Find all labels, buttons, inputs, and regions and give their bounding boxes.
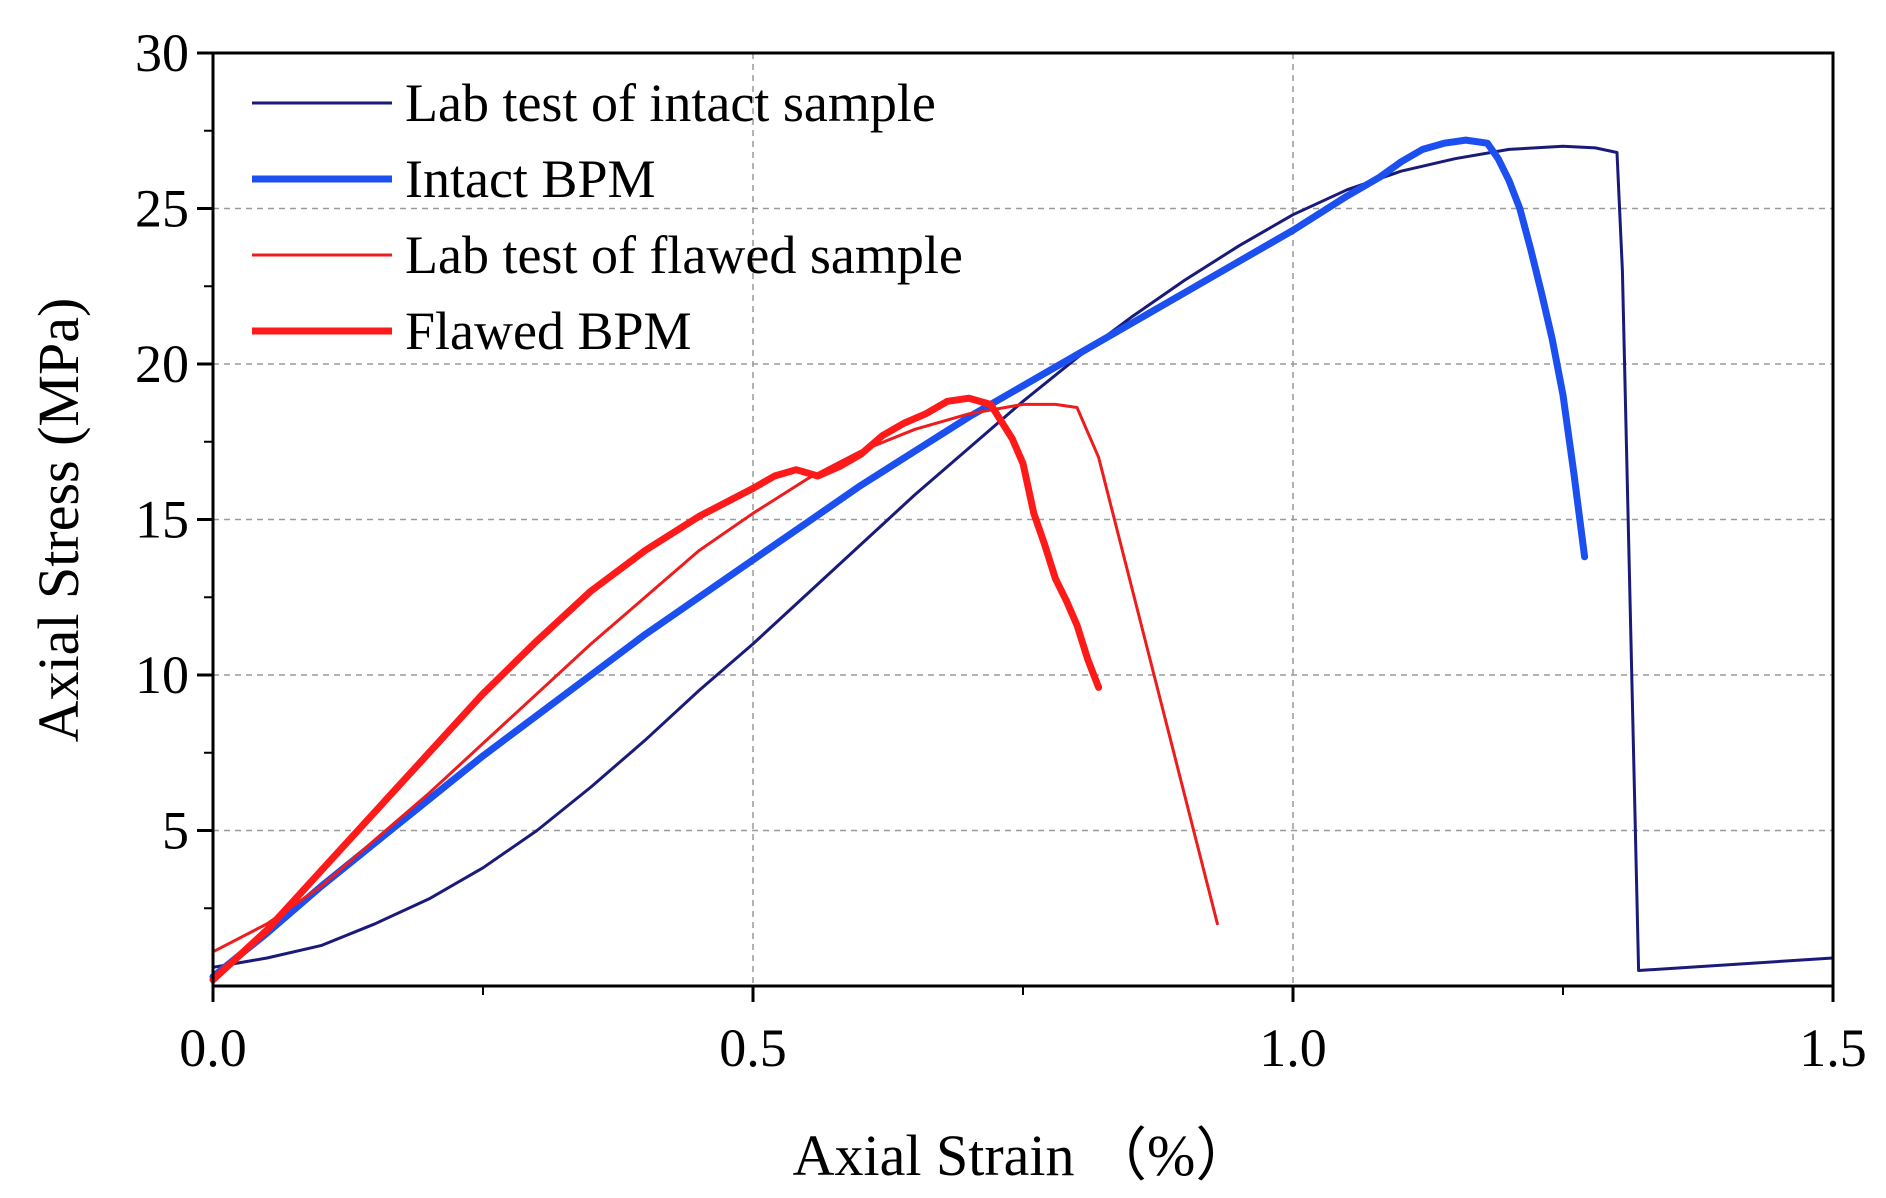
legend: Lab test of intact sample Intact BPM Lab t…: [252, 73, 963, 361]
grid-lines: [213, 53, 1833, 986]
x-tick-label: 0.5: [719, 1018, 787, 1078]
x-tick-label: 1.5: [1799, 1018, 1867, 1078]
series-line: [209, 136, 1589, 981]
x-tick-label: 0.0: [179, 1018, 247, 1078]
series-lines: [209, 136, 1835, 984]
y-tick-label: 10: [135, 645, 189, 705]
x-tick-label: 1.0: [1259, 1018, 1327, 1078]
legend-label: Lab test of flawed sample: [405, 225, 963, 285]
series-line: [209, 394, 1103, 984]
legend-label: Flawed BPM: [405, 301, 692, 361]
series-line: [211, 402, 1219, 954]
x-axis-title: Axial Strain （%）: [793, 1123, 1254, 1188]
y-tick-label: 25: [135, 179, 189, 239]
y-tick-label: 30: [135, 23, 189, 83]
axis-ticks: 0.0 0.5 1.0 1.5 5 10 15 20 25 30: [135, 23, 1867, 1078]
y-tick-label: 15: [135, 490, 189, 550]
legend-label: Intact BPM: [405, 149, 656, 209]
series-line: [211, 144, 1835, 972]
y-tick-label: 5: [162, 801, 189, 861]
y-tick-label: 20: [135, 334, 189, 394]
y-axis-title: Axial Stress (MPa): [26, 298, 91, 743]
legend-label: Lab test of intact sample: [405, 73, 936, 133]
